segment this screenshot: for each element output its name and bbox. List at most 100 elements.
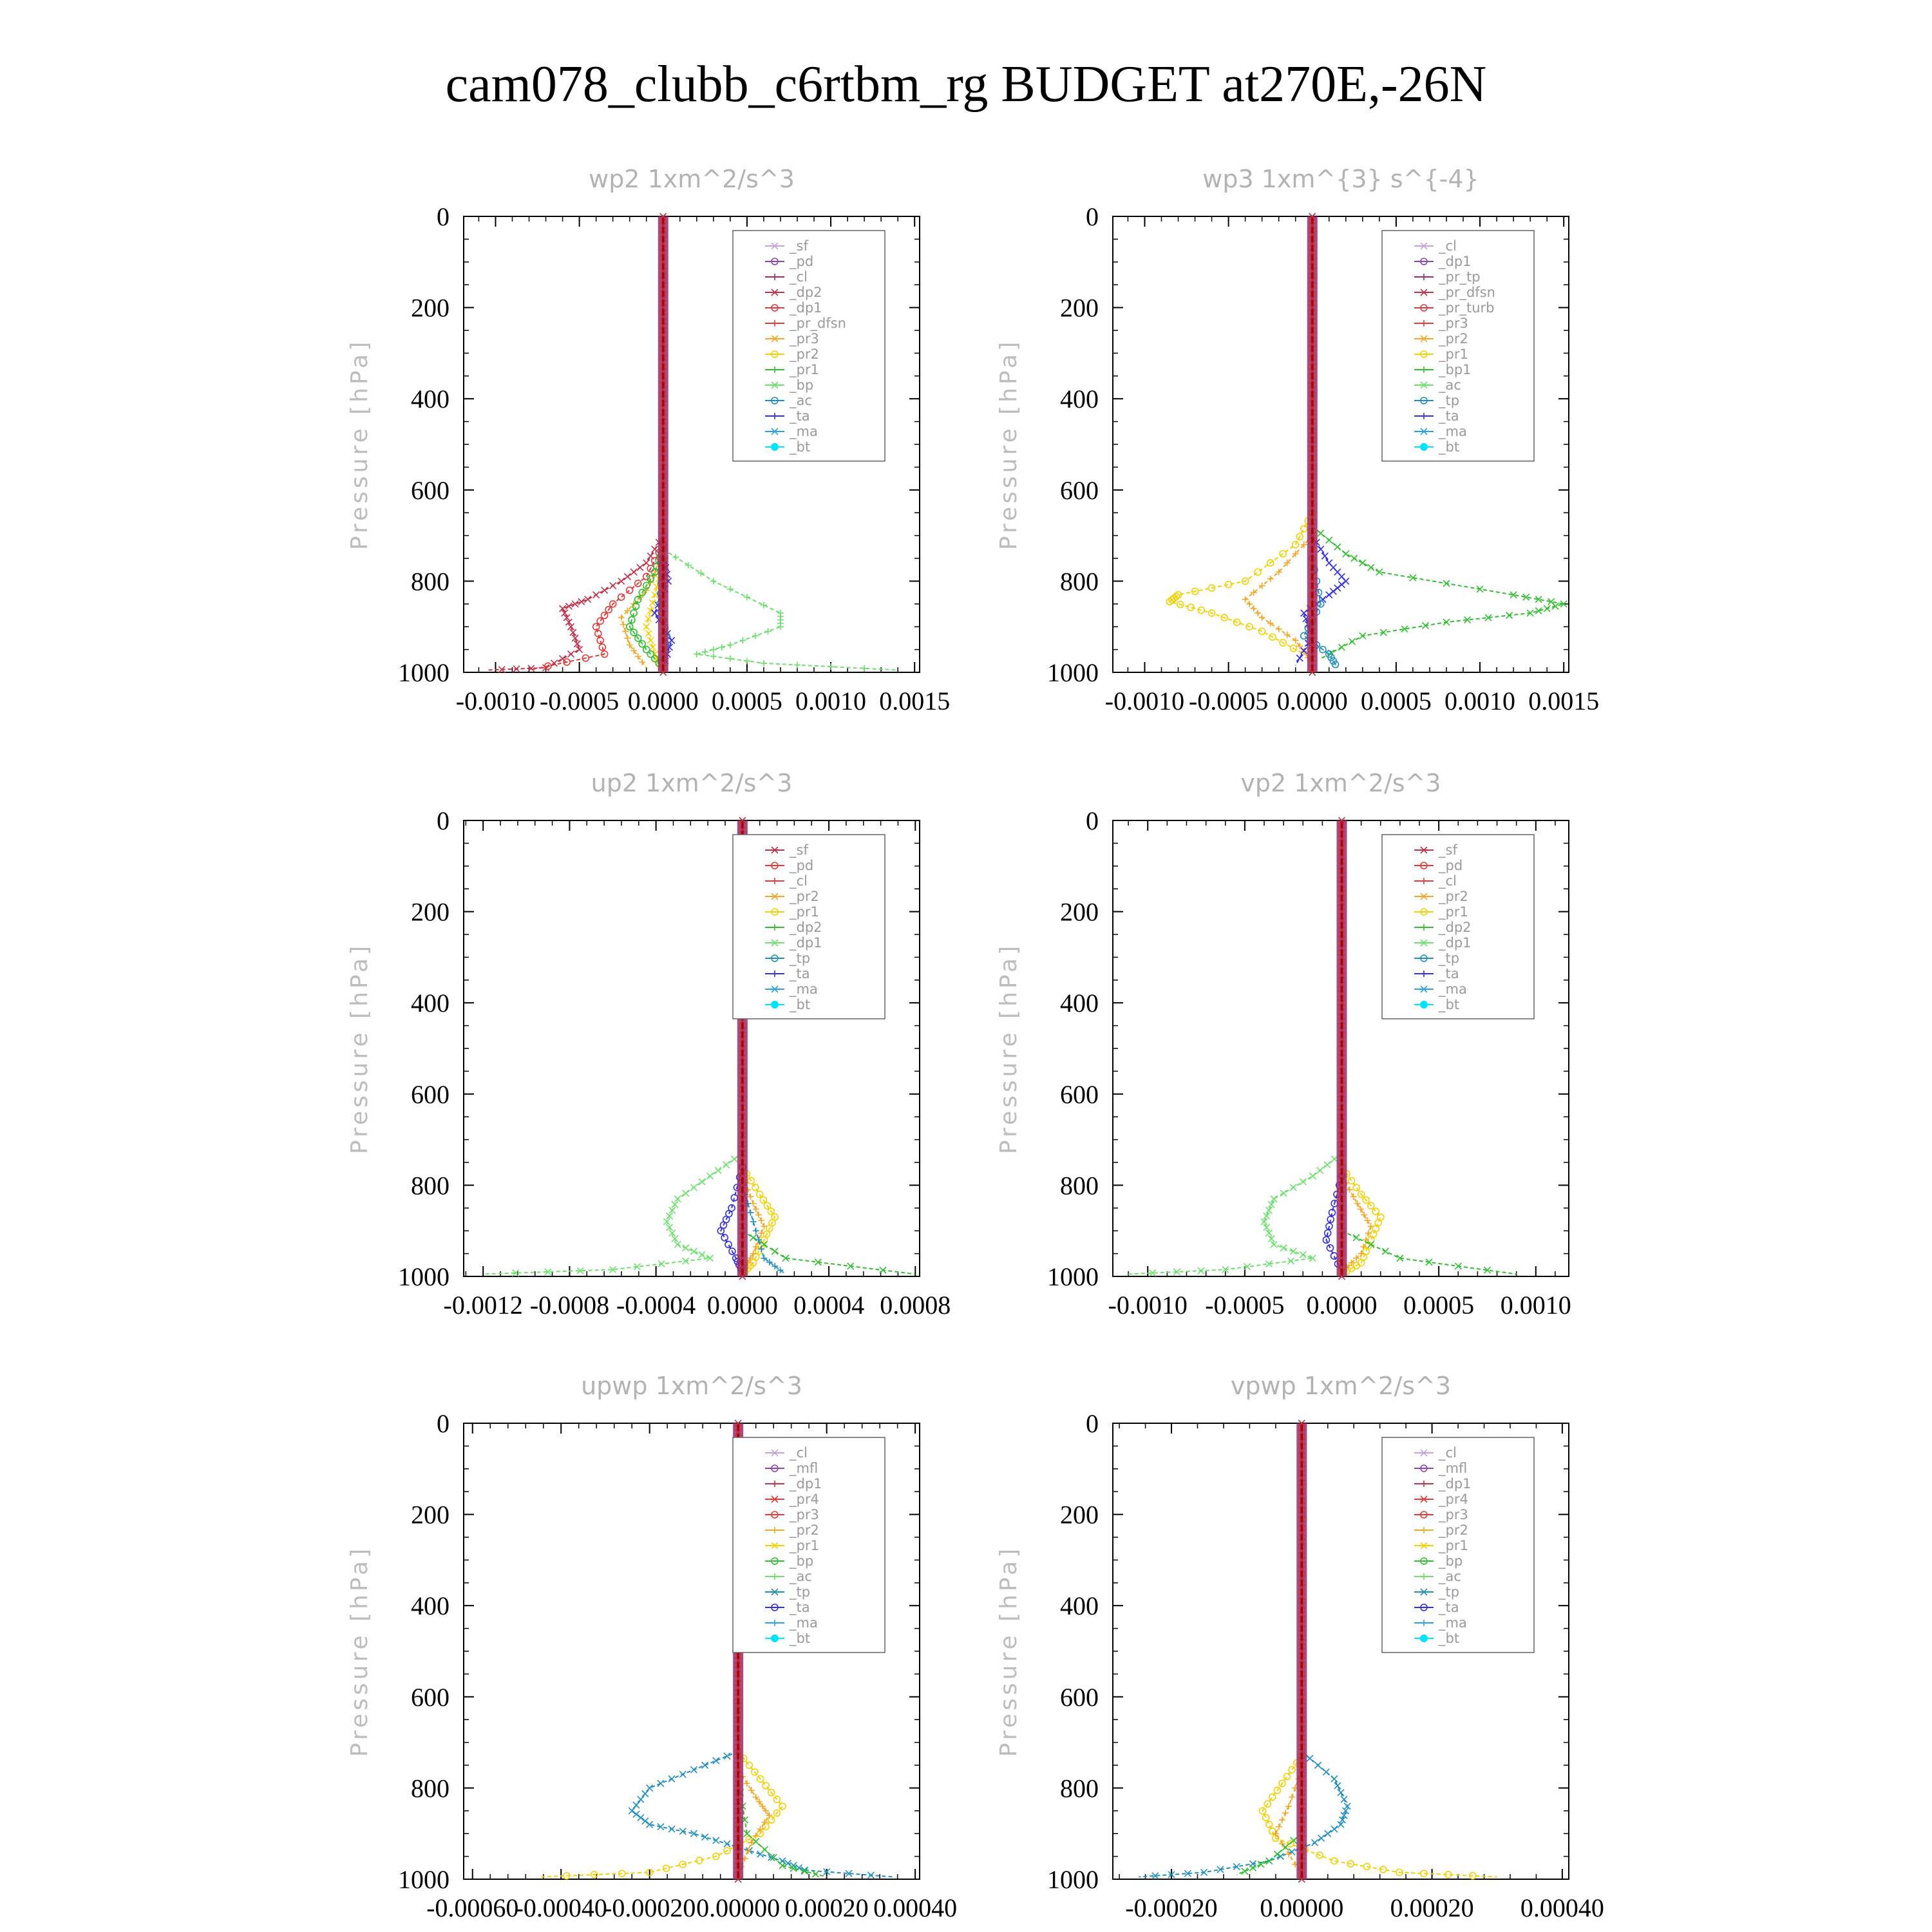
chart-panel-5: upwp 1xm^2/s^3 Pressure [hPa] 0 200 400 600 80… xyxy=(346,1372,957,1922)
series-marker xyxy=(1535,596,1542,603)
series-marker xyxy=(1510,591,1517,599)
series-marker xyxy=(1543,605,1551,612)
zero-marker xyxy=(1309,404,1316,412)
x-tick-label: 0.0000 xyxy=(1277,687,1348,715)
zero-marker xyxy=(739,1255,746,1262)
zero-marker xyxy=(734,1748,742,1756)
zero-marker xyxy=(1309,258,1316,266)
series-marker xyxy=(1266,559,1274,567)
series-marker xyxy=(1319,645,1327,654)
series-marker xyxy=(773,1809,781,1817)
series-marker xyxy=(1311,1839,1319,1846)
zero-marker xyxy=(659,495,667,503)
legend-label: _tp xyxy=(1438,951,1459,967)
legend-label: _sf xyxy=(789,238,808,254)
series-marker xyxy=(565,618,573,626)
series-marker xyxy=(1270,1195,1278,1203)
series-marker xyxy=(1279,639,1287,647)
zero-marker xyxy=(1298,1538,1305,1546)
legend-label: _pr2 xyxy=(1438,889,1468,905)
zero-marker xyxy=(739,1227,746,1235)
zero-marker xyxy=(734,1757,742,1765)
series-marker xyxy=(1421,621,1430,629)
series-marker xyxy=(756,1775,764,1783)
series-marker xyxy=(1191,587,1199,596)
zero-marker xyxy=(1338,1090,1346,1098)
series-marker xyxy=(1323,1229,1332,1237)
series-marker xyxy=(1334,568,1341,576)
series-line xyxy=(742,1230,916,1275)
zero-marker xyxy=(1309,632,1316,639)
series-marker xyxy=(690,1830,698,1837)
zero-marker xyxy=(1298,1665,1305,1673)
series-marker xyxy=(1325,591,1333,599)
series-marker xyxy=(668,1206,676,1214)
series-marker xyxy=(1506,611,1513,620)
series-marker xyxy=(1286,1840,1294,1848)
series-marker xyxy=(773,1795,781,1803)
y-tick-label: 0 xyxy=(1086,806,1099,835)
zero-marker xyxy=(659,222,667,229)
series-marker xyxy=(668,1825,676,1833)
zero-marker xyxy=(1338,1163,1346,1171)
series-marker xyxy=(618,577,625,585)
zero-marker xyxy=(1309,413,1316,421)
legend-label: _pr3 xyxy=(1438,316,1468,332)
zero-marker xyxy=(659,632,667,639)
legend-label: _ta xyxy=(1438,1600,1459,1616)
zero-marker xyxy=(1338,1172,1346,1180)
legend-label: _ma xyxy=(789,424,818,440)
zero-marker xyxy=(1309,668,1316,676)
zero-marker xyxy=(659,404,667,412)
series-marker xyxy=(1340,1795,1348,1803)
series-marker xyxy=(1326,1244,1334,1252)
series-marker xyxy=(767,1788,775,1797)
legend-label: _pr1 xyxy=(1438,346,1468,363)
legend-marker xyxy=(1420,304,1428,312)
zero-marker xyxy=(739,1236,746,1244)
zero-marker xyxy=(659,550,667,558)
zero-marker xyxy=(1338,1054,1346,1061)
y-tick-label: 400 xyxy=(1060,989,1099,1018)
legend-marker xyxy=(1420,1557,1428,1565)
zero-marker xyxy=(1298,1656,1305,1664)
zero-marker xyxy=(1298,1674,1305,1683)
series-marker xyxy=(723,1160,730,1169)
series-marker xyxy=(759,1196,768,1204)
series-marker xyxy=(745,1761,753,1769)
zero-marker xyxy=(1298,1611,1305,1618)
legend-marker xyxy=(771,862,779,869)
legend-label: _bt xyxy=(1438,439,1459,455)
panel-title: vpwp 1xm^2/s^3 xyxy=(1231,1372,1451,1400)
series-marker xyxy=(706,1255,714,1262)
series-marker xyxy=(1372,1208,1380,1215)
zero-marker xyxy=(659,276,667,284)
series-line xyxy=(538,1751,784,1878)
zero-marker xyxy=(659,395,667,402)
series-marker xyxy=(647,650,655,658)
x-tick-label: -0.00040 xyxy=(515,1893,607,1922)
zero-marker xyxy=(1298,1556,1305,1564)
legend-marker xyxy=(1420,350,1428,358)
y-tick-label: 1000 xyxy=(1047,1262,1099,1291)
series-marker xyxy=(641,1790,649,1797)
series-marker xyxy=(609,582,617,590)
zero-marker xyxy=(659,568,667,576)
zero-marker xyxy=(1309,349,1316,357)
zero-marker xyxy=(1338,1099,1346,1107)
legend-label: _ma xyxy=(1438,981,1467,998)
y-tick-label: 600 xyxy=(1060,1080,1099,1109)
series-marker xyxy=(1289,645,1298,652)
series-line xyxy=(737,1779,827,1878)
series-marker xyxy=(1323,1160,1331,1169)
series-marker xyxy=(1331,1775,1338,1783)
series-marker xyxy=(637,1814,645,1821)
series-marker xyxy=(609,1265,617,1273)
series-marker xyxy=(573,640,581,648)
series-marker xyxy=(1184,1870,1191,1877)
legend-label: _dp2 xyxy=(789,285,822,301)
zero-marker xyxy=(1298,1684,1305,1692)
zero-marker xyxy=(1298,1821,1305,1828)
legend-label: _ta xyxy=(789,966,810,982)
series-marker xyxy=(601,586,609,594)
